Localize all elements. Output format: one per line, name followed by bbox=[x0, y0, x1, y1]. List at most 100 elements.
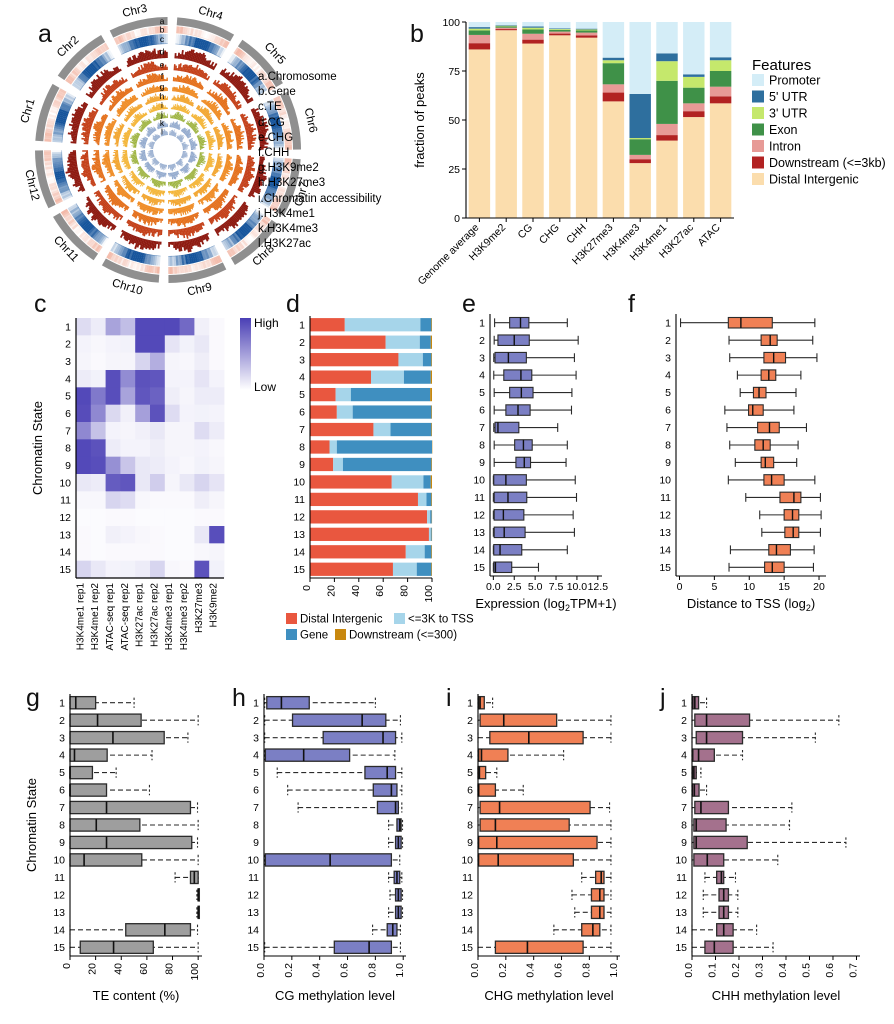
circos-track-cell bbox=[161, 26, 164, 34]
panel-d: d 1 2 3 4 5 6 7 8 9 10 11 12 13 14 15 0 20 40 60 80 100 Dista… bbox=[278, 288, 474, 684]
circos-track-bar bbox=[143, 119, 149, 126]
circos-track-bar bbox=[114, 120, 117, 123]
heatmap-cell bbox=[76, 370, 92, 388]
circos-track-base bbox=[161, 134, 168, 137]
circos-track-bar bbox=[173, 208, 176, 216]
circos-track-bar bbox=[175, 199, 178, 205]
circos-track-bar bbox=[67, 156, 77, 160]
circos-track-bar bbox=[177, 161, 183, 167]
heatmap-cell bbox=[120, 318, 136, 336]
x-tick-label: 40 bbox=[350, 585, 362, 597]
circos-track-cell bbox=[250, 231, 258, 238]
bar-segment bbox=[656, 140, 678, 218]
circos-track-cell bbox=[55, 95, 63, 101]
circos-track-cell bbox=[177, 34, 181, 45]
circos-track-bar bbox=[120, 190, 126, 196]
circos-track-cell bbox=[284, 145, 292, 148]
row-label: 13 bbox=[675, 907, 687, 919]
bar-segment bbox=[602, 63, 625, 85]
x-tick-label: 12.5 bbox=[588, 581, 609, 593]
circos-track-bar bbox=[141, 140, 147, 143]
circos-track-cell bbox=[268, 114, 279, 119]
circos-track-bar bbox=[174, 241, 178, 250]
circos-track-bar bbox=[190, 142, 196, 145]
circos-track-bar bbox=[184, 165, 188, 170]
circos-track-cell bbox=[228, 249, 235, 257]
circos-track-bar bbox=[116, 112, 121, 116]
circos-track-cell bbox=[284, 158, 292, 161]
circos-track-bar bbox=[140, 150, 146, 152]
circos-track-bar bbox=[157, 112, 160, 120]
circos-track-cell bbox=[272, 133, 284, 137]
circos-track-bar bbox=[258, 165, 265, 169]
heatmap-cell bbox=[164, 439, 180, 458]
circos-track-bar bbox=[199, 223, 204, 230]
circos-track-bar bbox=[142, 123, 146, 128]
circos-track-cell bbox=[202, 261, 207, 269]
circos-track-bar bbox=[182, 155, 188, 158]
circos-track-cell bbox=[190, 264, 195, 272]
circos-track-bar bbox=[197, 177, 203, 182]
box bbox=[763, 351, 787, 364]
circos-track-bar bbox=[148, 120, 151, 124]
circos-track-cell bbox=[188, 36, 193, 47]
circos-track-bar bbox=[174, 190, 177, 197]
circos-track-bar bbox=[182, 154, 188, 157]
circos-track-bar bbox=[180, 168, 183, 172]
circos-track-bar bbox=[115, 166, 122, 170]
circos-track-bar bbox=[211, 173, 217, 177]
circos-track-cell bbox=[246, 72, 256, 81]
circos-track-bar bbox=[93, 190, 100, 195]
circos-track-bar bbox=[146, 127, 153, 134]
circos-track-bar bbox=[145, 159, 148, 161]
circos-track-bar bbox=[194, 82, 198, 87]
circos-track-bar bbox=[182, 167, 187, 173]
circos-track-bar bbox=[152, 137, 157, 141]
track-letter: f bbox=[161, 71, 164, 81]
circos-track-bar bbox=[111, 196, 118, 203]
bar-segment bbox=[431, 422, 432, 437]
circos-track-bar bbox=[87, 206, 97, 215]
circos-track-bar bbox=[182, 167, 187, 173]
bar-segment bbox=[522, 43, 544, 219]
circos-track-bar bbox=[171, 181, 173, 187]
circos-track-bar bbox=[107, 189, 113, 194]
row-label: 9 bbox=[467, 837, 473, 849]
circos-track-bar bbox=[105, 135, 111, 138]
circos-track-bar bbox=[175, 111, 179, 120]
circos-track-cell bbox=[178, 266, 182, 274]
circos-track-cell bbox=[113, 255, 119, 263]
circos-track-bar bbox=[123, 158, 129, 161]
circos-track-cell bbox=[45, 126, 54, 130]
circos-track-bar bbox=[137, 180, 142, 185]
circos-track-bar bbox=[173, 172, 176, 180]
x-axis-title: CHG methylation level bbox=[484, 988, 613, 1003]
bar-segment bbox=[373, 422, 391, 437]
y-axis-title: Chromatin State bbox=[30, 401, 45, 495]
circos-track-bar bbox=[147, 165, 152, 170]
bar-segment bbox=[430, 370, 432, 384]
circos-track-bar bbox=[225, 136, 232, 139]
circos-track-bar bbox=[251, 107, 259, 113]
circos-track-bar bbox=[217, 153, 221, 155]
circos-track-bar bbox=[160, 66, 163, 71]
circos-track-bar bbox=[146, 133, 150, 137]
circos-track-bar bbox=[208, 153, 213, 155]
circos-track-bar bbox=[182, 143, 186, 145]
circos-track-bar bbox=[94, 133, 101, 136]
circos-track-bar bbox=[192, 113, 196, 118]
circos-track-bar bbox=[153, 157, 156, 159]
circos-track-base bbox=[181, 151, 184, 158]
circos-track-bar bbox=[108, 122, 115, 127]
circos-track-bar bbox=[155, 114, 159, 120]
circos-track-bar bbox=[113, 135, 120, 138]
circos-track-bar bbox=[147, 120, 151, 124]
circos-track-bar bbox=[185, 98, 189, 104]
circos-track-bar bbox=[212, 92, 218, 98]
circos-track-bar bbox=[102, 95, 107, 100]
circos-track-bar bbox=[215, 184, 218, 188]
circos-track-bar bbox=[214, 93, 222, 101]
circos-track-bar bbox=[117, 188, 125, 196]
circos-track-bar bbox=[67, 167, 79, 172]
circos-track-bar bbox=[202, 72, 207, 79]
